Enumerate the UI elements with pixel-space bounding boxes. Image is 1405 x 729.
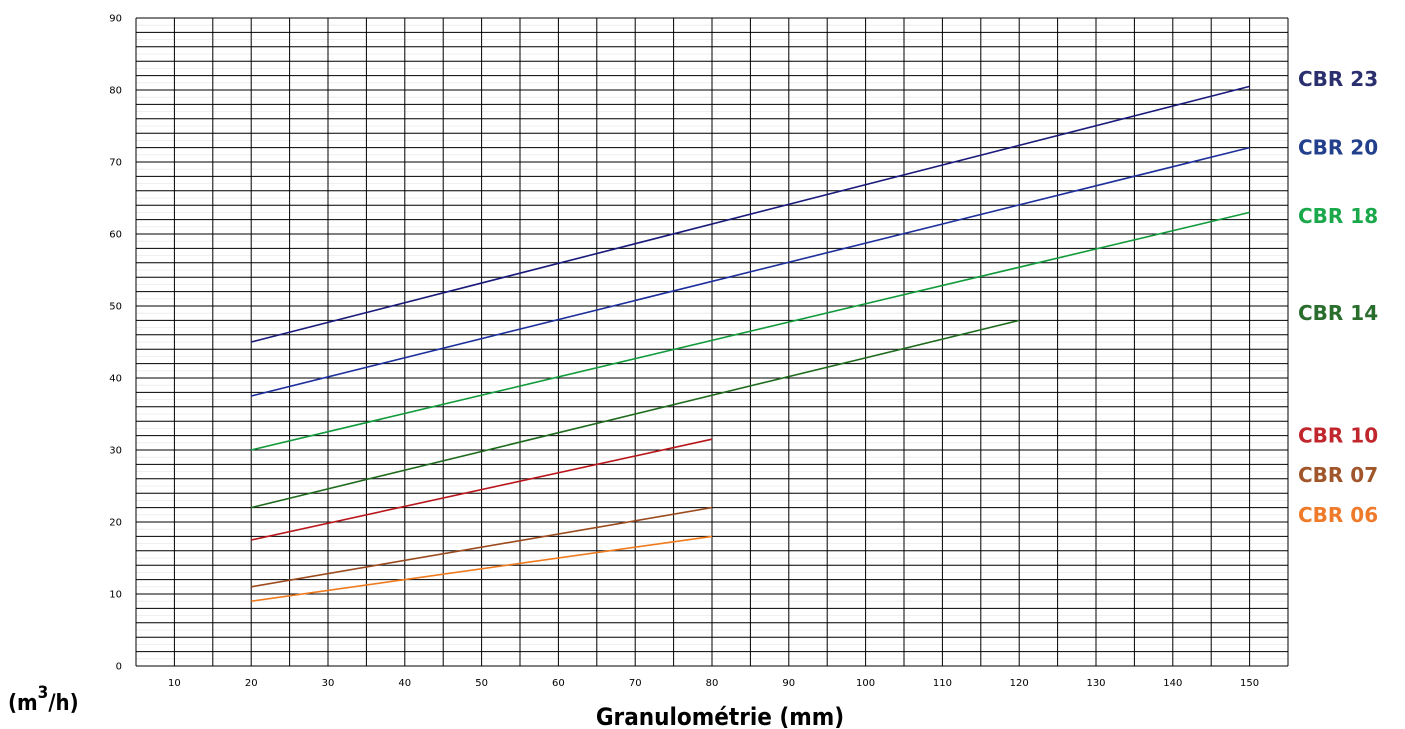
series-labels: CBR 23 CBR 20 CBR 18 CBR 14 CBR 10 CBR 07 CBR … (1298, 67, 1378, 527)
y-tick-label: 20 (109, 518, 122, 529)
y-tick-label: 40 (109, 374, 122, 385)
series-label-cbr-23: CBR 23 (1298, 67, 1378, 91)
x-tick-label: 90 (782, 678, 795, 689)
series-line-cbr-23 (251, 85, 1250, 343)
series-line-cbr-06 (251, 535, 713, 602)
series-line-cbr-18 (251, 211, 1250, 451)
series-line-cbr-14 (251, 319, 1020, 509)
y-tick-labels: 0 10 20 30 40 50 60 70 80 90 (109, 14, 122, 673)
series-label-cbr-07: CBR 07 (1298, 463, 1378, 487)
y-tick-label: 60 (109, 230, 122, 241)
x-axis-title: Granulométrie (mm) (596, 703, 844, 729)
x-tick-label: 40 (398, 678, 411, 689)
series-lines (251, 85, 1250, 602)
x-tick-label: 140 (1163, 678, 1182, 689)
y-axis-title-rest: /h) (48, 691, 78, 716)
x-tick-label: 150 (1240, 678, 1259, 689)
y-tick-label: 50 (109, 302, 122, 313)
x-tick-label: 80 (706, 678, 719, 689)
y-axis-title-unit: m (17, 691, 38, 716)
x-tick-label: 50 (475, 678, 488, 689)
series-line-cbr-07 (251, 506, 713, 588)
x-tick-label: 10 (168, 678, 181, 689)
series-label-cbr-14: CBR 14 (1298, 301, 1378, 325)
x-tick-label: 20 (245, 678, 258, 689)
x-tick-labels: 10 20 30 40 50 60 70 80 90 100 110 120 130 140 150 (168, 678, 1259, 689)
series-label-cbr-06: CBR 06 (1298, 503, 1378, 527)
x-tick-label: 130 (1086, 678, 1105, 689)
series-label-cbr-18: CBR 18 (1298, 204, 1378, 228)
y-tick-label: 70 (109, 158, 122, 169)
y-tick-label: 0 (116, 662, 122, 673)
y-tick-label: 30 (109, 446, 122, 457)
x-tick-label: 110 (933, 678, 952, 689)
x-tick-label: 70 (629, 678, 642, 689)
major-gridlines (135, 17, 1289, 667)
y-axis-title-open: ( (8, 691, 17, 716)
y-tick-label: 90 (109, 14, 122, 25)
series-label-cbr-20: CBR 20 (1298, 136, 1378, 160)
series-label-cbr-10: CBR 10 (1298, 424, 1378, 448)
x-tick-label: 60 (552, 678, 565, 689)
x-tick-label: 30 (322, 678, 335, 689)
x-tick-label: 120 (1010, 678, 1029, 689)
series-line-cbr-20 (251, 146, 1250, 397)
y-axis-title-superscript: 3 (38, 683, 49, 703)
x-tick-label: 100 (856, 678, 875, 689)
y-tick-label: 10 (109, 590, 122, 601)
y-tick-label: 80 (109, 86, 122, 97)
series-line-cbr-10 (251, 438, 713, 541)
y-axis-title: (m3/h) (8, 683, 79, 716)
